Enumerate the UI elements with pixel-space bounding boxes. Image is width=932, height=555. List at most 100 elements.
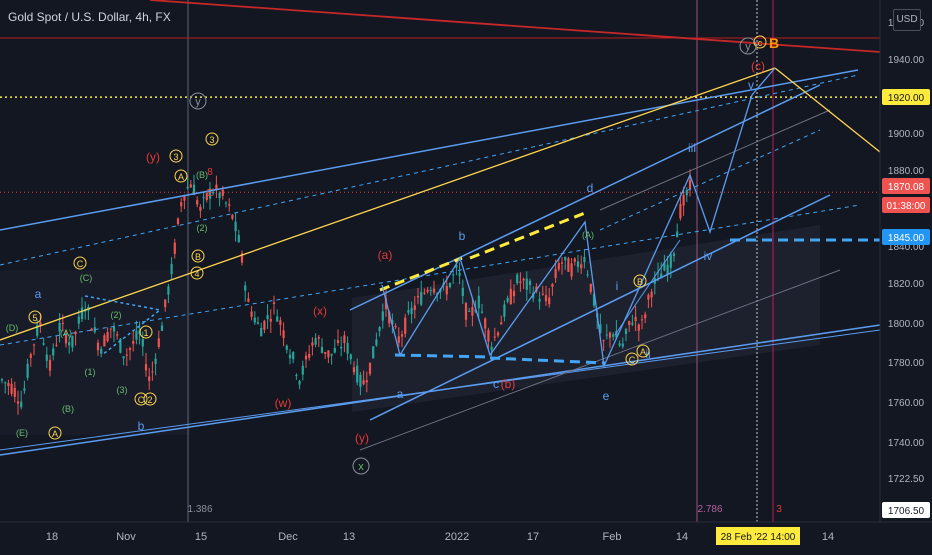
candle-body	[570, 263, 573, 277]
candle-body	[394, 325, 397, 328]
candle-body	[650, 291, 653, 298]
circle-marker	[633, 274, 647, 288]
y-tick-label: 1760.00	[888, 398, 925, 409]
label-a: a	[397, 387, 404, 401]
candle-body	[324, 351, 327, 354]
price-label: 1706.50	[888, 506, 925, 517]
candle-body	[503, 304, 506, 317]
candle-body	[263, 320, 266, 330]
candle-body	[391, 320, 394, 325]
candle-body	[672, 253, 676, 256]
candle-body	[58, 322, 61, 332]
candle-body	[295, 374, 298, 377]
circle-marker	[636, 344, 650, 358]
grey-trend-2	[599, 109, 831, 211]
x-tick-label: 14	[676, 531, 688, 543]
candle-body	[320, 346, 324, 353]
inner-dashed-3	[599, 129, 821, 231]
candle-body	[276, 316, 279, 322]
candle-body	[682, 194, 685, 206]
upper-outer-channel	[0, 69, 859, 231]
candle-body	[644, 314, 647, 319]
label-x-red: (x)	[313, 304, 327, 318]
y-tick-label: 1820.00	[888, 279, 925, 290]
candle-body	[103, 335, 106, 347]
candle-body	[23, 388, 26, 391]
candle-body	[516, 274, 519, 284]
candle-body	[208, 188, 212, 199]
circle-marker	[753, 35, 767, 49]
circle-marker	[205, 132, 219, 146]
circle-marker	[73, 256, 87, 270]
candle-body	[532, 292, 535, 299]
candle-body	[679, 203, 682, 219]
candle-body	[580, 264, 583, 269]
candle-body	[634, 316, 637, 322]
candle-body	[359, 374, 362, 387]
currency-badge[interactable]: USD	[893, 9, 921, 31]
y-tick-label: 1940.00	[888, 55, 925, 66]
candle-body	[253, 317, 256, 323]
circled-label-B: B	[637, 277, 643, 287]
candle-body	[615, 331, 618, 338]
candle-body	[500, 322, 503, 325]
candle-body	[186, 186, 189, 189]
yellow-dash-top-1	[379, 256, 463, 292]
circle-marker	[48, 426, 62, 440]
candle-body	[567, 258, 570, 272]
cursor-time-label: 28 Feb '22 14:00	[721, 532, 796, 543]
candle-body	[109, 328, 112, 330]
candle-body	[96, 342, 100, 351]
candle-body	[13, 388, 16, 397]
candle-body	[132, 340, 135, 344]
candle-body	[260, 327, 263, 337]
candle-body	[285, 345, 288, 350]
blue-dash-bottom-2	[489, 356, 606, 365]
candle-body	[621, 343, 624, 347]
candle-body	[416, 295, 420, 298]
circled-label-4: 4	[194, 269, 199, 279]
candle-body	[525, 278, 528, 290]
x-tick-label: Dec	[278, 531, 298, 543]
candle-body	[362, 380, 365, 385]
label-b-red: (b)	[501, 377, 516, 391]
x-tick-label: 15	[195, 531, 207, 543]
candle-body	[141, 338, 144, 347]
candle-body	[330, 353, 333, 356]
candle-body	[183, 195, 186, 201]
wave-path	[381, 67, 776, 369]
cursor-time-bg	[716, 527, 800, 545]
circled-label-1: 1	[143, 328, 148, 338]
candle-body	[372, 346, 375, 359]
label-iii: iii	[688, 141, 696, 155]
candle-body	[538, 299, 541, 302]
candle-body	[541, 293, 544, 295]
label-a-left: a	[35, 287, 42, 301]
candle-body	[48, 359, 52, 371]
yellow-projection	[774, 67, 881, 153]
candle-body	[560, 262, 564, 264]
label-v: v	[748, 78, 754, 92]
circle-y	[739, 37, 757, 55]
candle-body	[304, 355, 308, 360]
candle-body	[282, 330, 285, 339]
circled-label-A: A	[178, 172, 184, 182]
candle-body	[250, 311, 253, 317]
circle-marker	[191, 249, 205, 263]
candle-body	[333, 347, 336, 353]
candle-body	[404, 317, 407, 334]
candle-body	[224, 202, 228, 204]
label-y-grey: y	[745, 41, 751, 53]
label-y-bottom: (y)	[355, 431, 369, 445]
candle-body	[205, 193, 208, 200]
y-tick-label: 1840.00	[888, 242, 925, 253]
candle-body	[640, 319, 644, 321]
candle-body	[352, 367, 356, 373]
label-B-orange: B	[769, 35, 779, 51]
candle-body	[269, 318, 272, 322]
candle-body	[80, 307, 84, 320]
candle-body	[151, 371, 154, 373]
